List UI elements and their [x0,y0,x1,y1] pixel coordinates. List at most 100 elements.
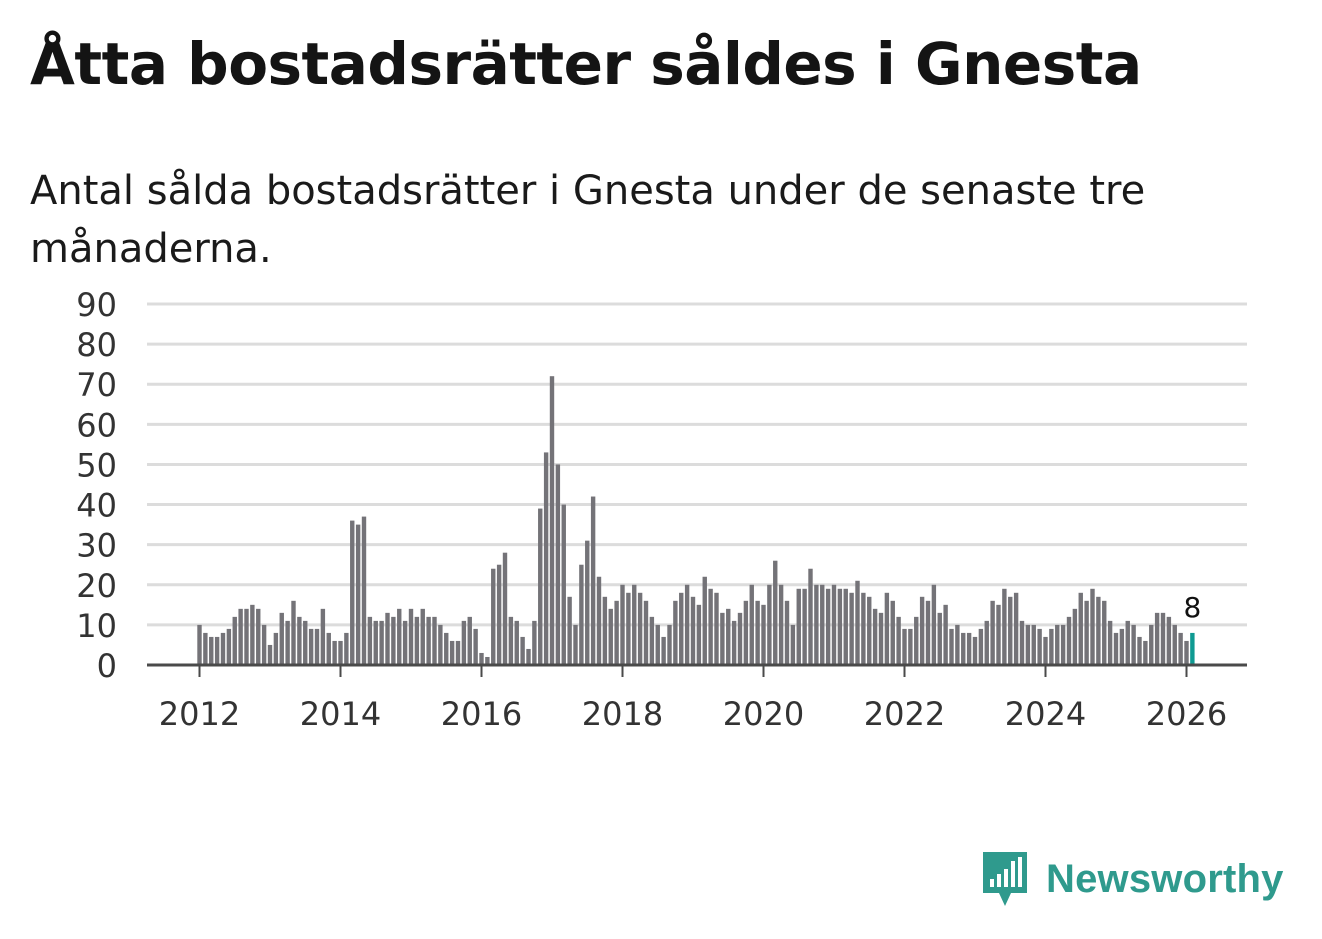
bar [1131,624,1136,665]
bar [1137,636,1142,665]
bar [496,564,502,665]
bar [314,628,320,665]
bar [332,640,337,665]
bar [338,640,343,665]
bar-latest [1190,632,1195,665]
bar [355,524,361,665]
bar [244,608,249,665]
bar [884,592,890,665]
bar [367,616,373,665]
bar [802,588,807,665]
bar [461,620,467,665]
bar [620,584,625,665]
bar [761,604,766,665]
bar [726,608,731,665]
bar [790,624,796,665]
bar [661,636,666,665]
bar [379,620,384,665]
bar [1013,592,1019,665]
x-tick-label: 2018 [582,695,663,733]
bar [385,612,390,665]
bar [561,504,566,665]
x-tick-label: 2026 [1146,695,1227,733]
bar [831,584,837,665]
bar [796,588,801,665]
bar [250,604,255,665]
y-tick-label: 50 [76,446,117,484]
bar [1072,608,1078,665]
bar [1154,612,1160,665]
y-tick-label: 0 [97,647,117,685]
newsworthy-logo-icon [983,852,1027,906]
bar [743,600,749,665]
bar [273,632,279,665]
bar [1037,628,1042,665]
bar [473,628,478,665]
bar [297,616,302,665]
bar [708,588,713,665]
bar [1043,636,1048,665]
bar [1184,640,1189,665]
bar [649,616,655,665]
bar [1107,620,1113,665]
bar [696,604,702,665]
bar [778,584,784,665]
bar [567,596,572,665]
bar [849,592,854,665]
bar [1113,632,1119,665]
bar [320,608,326,665]
bar [279,612,284,665]
bar [1125,620,1130,665]
bar [596,576,602,665]
bar [408,608,414,665]
bar [820,584,825,665]
bar [890,600,895,665]
bar [361,516,367,665]
bar [714,592,719,665]
bar [996,604,1001,665]
bar [867,596,872,665]
bar [1166,616,1172,665]
y-tick-label: 90 [76,286,117,324]
x-tick-label: 2012 [159,695,240,733]
bar [837,588,843,665]
bar [532,620,537,665]
bar [872,608,878,665]
x-tick-label: 2020 [723,695,804,733]
bar [1066,616,1072,665]
bar [949,628,954,665]
bar [308,628,314,665]
y-tick-label: 80 [76,326,117,364]
bar [590,496,596,665]
bar [220,632,226,665]
bar [238,608,243,665]
bar [402,620,408,665]
y-tick-label: 10 [76,607,117,645]
bar [690,596,696,665]
y-tick-label: 40 [76,487,117,525]
bar [773,560,778,665]
bar [520,636,525,665]
bar [767,584,772,665]
bar [303,620,308,665]
bar [1031,624,1036,665]
bar [538,508,543,665]
bar [1149,624,1154,665]
bar [814,584,819,665]
bar [467,616,472,665]
bar [919,596,925,665]
bar [397,608,402,665]
bar [614,600,619,665]
bar [1090,588,1095,665]
bar [491,568,496,665]
bar [843,588,848,665]
brand-name: Newsworthy [1046,856,1284,901]
bar [673,600,678,665]
bar [602,596,608,665]
bar [784,600,790,665]
bar [984,620,989,665]
bar [955,624,960,665]
bar [667,624,672,665]
bar [966,632,972,665]
